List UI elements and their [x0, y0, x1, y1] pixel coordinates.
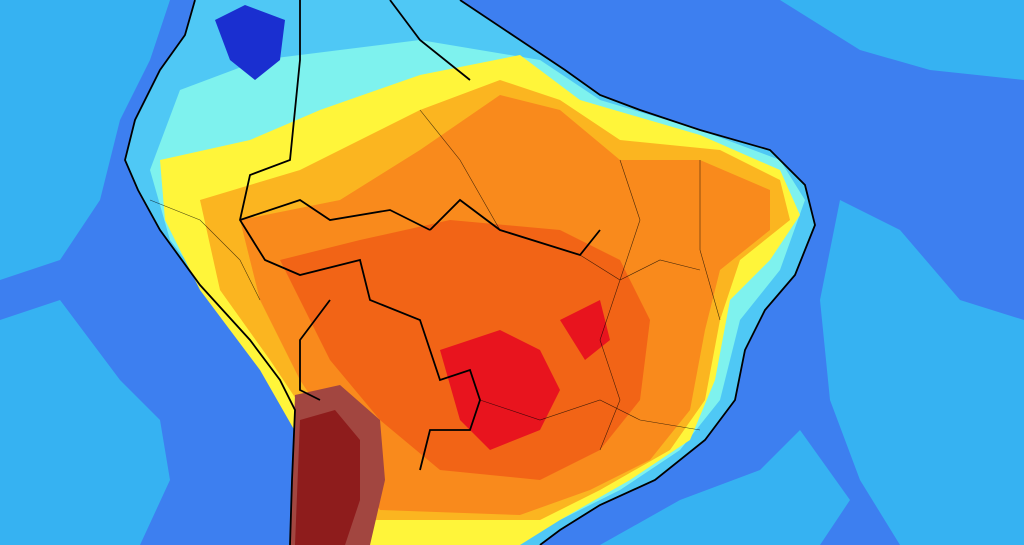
country-borders [124, 0, 816, 545]
andes-dark-red-zone [295, 410, 360, 545]
dark-blue-zone [215, 5, 285, 80]
red-zone [440, 300, 610, 450]
state-borders [149, 109, 721, 451]
land [125, 0, 815, 545]
